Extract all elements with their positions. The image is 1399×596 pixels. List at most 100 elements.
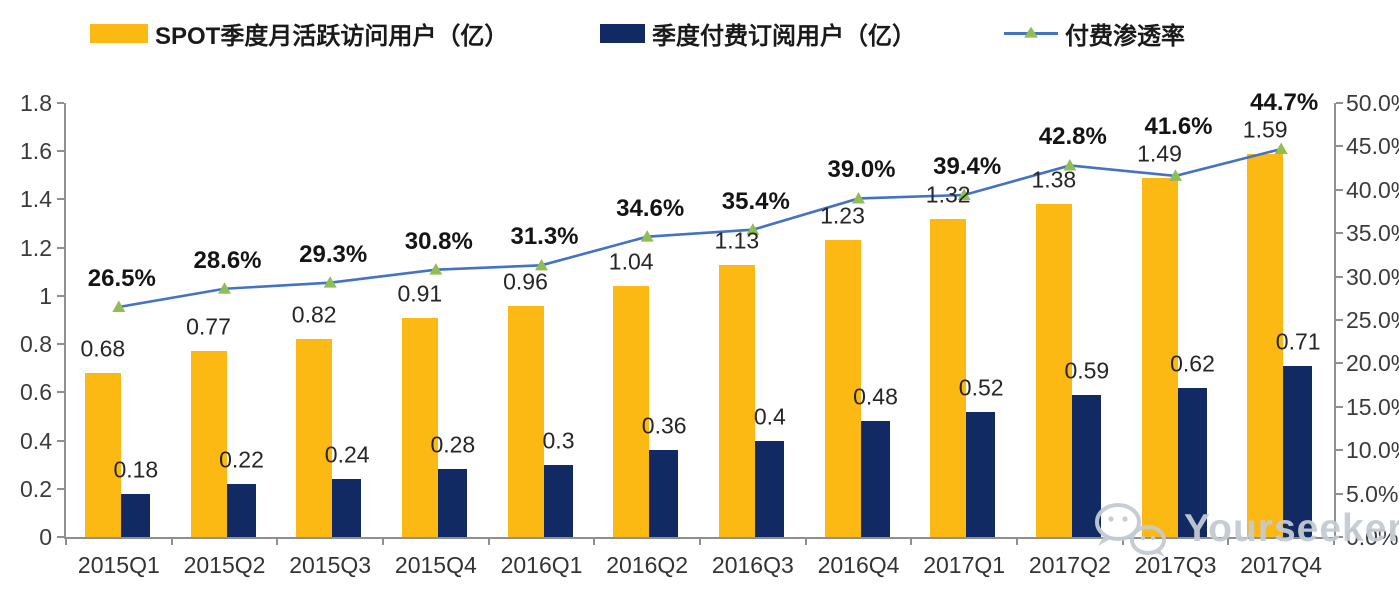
bar-label-mau: 0.96 [503,268,548,295]
y-tick-label-left: 1.4 [20,186,52,213]
bar-subs [437,469,467,537]
triangle-marker-icon [852,191,865,204]
right-axis-tick [1336,145,1343,148]
bar-label-subs: 0.52 [958,374,1004,401]
x-tick-label: 2015Q3 [289,552,372,578]
pct-label: 39.4% [933,153,1002,180]
right-axis-tick [1336,232,1343,235]
x-tick-label: 2017Q1 [923,552,1006,578]
pct-label: 41.6% [1144,112,1213,140]
x-axis-tick [382,537,384,545]
bar-subs [1283,365,1313,537]
bar-label-subs: 0.59 [1064,357,1110,384]
bar-mau [507,305,544,537]
right-axis-tick [1336,102,1343,104]
y-tick-label-left: 0.2 [20,475,52,502]
x-axis-tick [593,537,596,545]
bar-mau [190,351,227,537]
x-axis-tick [910,537,913,545]
bar-subs [860,421,890,537]
bar-label-subs: 0.48 [853,383,898,410]
y-tick-label-right: 10.0% [1346,437,1399,464]
y-tick-label-left: 0 [39,524,52,550]
bar-subs [332,479,362,537]
x-axis-tick [1016,537,1018,545]
bar-label-subs: 0.71 [1275,328,1321,355]
legend-swatch-mau-icon [90,23,148,43]
pct-label: 31.3% [510,223,579,251]
bar-label-mau: 1.49 [1137,140,1182,167]
pct-label: 34.6% [616,194,685,222]
right-axis-tick [1336,275,1343,278]
watermark-text: Yourseeker [1184,507,1399,550]
bar-mau [401,317,438,537]
legend-label-subs: 季度付费订阅用户（亿） [652,22,916,50]
x-axis-tick [804,537,807,545]
bar-label-subs: 0.18 [113,456,159,483]
legend-item-subs: 季度付费订阅用户（亿） [600,20,916,50]
y-tick-label-left: 0.4 [20,427,52,454]
left-axis-tick [57,246,64,249]
triangle-marker-icon [429,263,443,275]
y-tick-label-right: 45.0% [1346,133,1399,160]
triangle-marker-icon [218,282,231,294]
left-axis-tick [57,198,64,201]
y-tick-label-right: 35.0% [1346,220,1399,247]
x-axis-tick [65,537,67,545]
legend-label-penetration: 付费渗透率 [1065,22,1185,50]
bar-subs [1177,387,1207,537]
legend-item-penetration: 付费渗透率 [1004,20,1185,50]
bar-subs [543,464,573,537]
x-axis-tick [487,537,490,545]
right-axis-tick [1336,405,1343,408]
y-tick-label-left: 1.6 [20,138,52,165]
x-axis-tick [170,537,173,545]
bar-label-mau: 1.04 [608,248,654,275]
pct-label: 44.7% [1250,88,1319,116]
triangle-marker-icon [640,230,654,242]
bar-label-mau: 1.23 [820,202,865,229]
y-tick-label-right: 15.0% [1346,393,1399,420]
bar-subs [120,493,150,537]
bar-label-mau: 0.77 [186,313,231,340]
bar-label-subs: 0.24 [324,441,370,468]
bar-label-mau: 0.91 [397,280,443,307]
left-axis-tick [57,391,64,394]
bar-label-mau: 1.59 [1242,116,1288,143]
left-axis-tick [57,150,64,153]
bar-mau [718,264,755,537]
y-tick-label-right: 25.0% [1346,307,1399,333]
bar-label-subs: 0.22 [219,446,264,473]
y-tick-label-left: 1 [39,282,52,309]
right-axis-tick [1336,492,1343,495]
right-axis-tick [1336,188,1343,191]
wechat-icon [1095,503,1166,557]
pct-label: 28.6% [193,246,262,274]
x-tick-label: 2017Q3 [1134,552,1217,578]
x-tick-label: 2016Q2 [606,552,689,578]
bar-subs [1071,394,1101,537]
right-axis-tick [1336,319,1343,321]
x-tick-label: 2015Q1 [77,552,160,578]
right-axis-line [1334,103,1336,539]
left-axis-tick [57,343,64,346]
y-tick-label-left: 1.8 [20,90,52,116]
x-axis-tick [276,537,279,545]
left-axis-line [64,103,66,539]
pct-label: 26.5% [87,264,156,292]
legend-label-mau: SPOT季度月活跃访问用户（亿） [155,22,509,50]
x-tick-label: 2017Q2 [1028,552,1111,578]
triangle-marker-icon [112,300,126,312]
bar-mau [296,339,333,537]
bar-label-mau: 0.82 [291,301,337,328]
y-tick-label-left: 0.6 [20,379,52,406]
bar-label-subs: 0.4 [753,403,786,430]
bar-subs [754,440,784,537]
left-axis-tick [57,536,64,538]
bar-label-mau: 0.68 [80,335,126,362]
y-tick-label-left: 1.2 [20,234,52,261]
y-tick-label-right: 40.0% [1346,176,1399,203]
bar-label-subs: 0.36 [641,412,687,439]
x-axis-tick [699,537,701,545]
